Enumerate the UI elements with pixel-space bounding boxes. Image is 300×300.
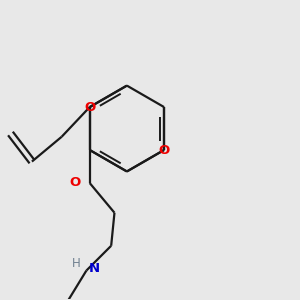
Text: O: O <box>69 176 80 189</box>
Text: O: O <box>158 143 170 157</box>
Text: O: O <box>84 100 95 114</box>
Text: N: N <box>89 262 100 275</box>
Text: H: H <box>72 257 81 270</box>
